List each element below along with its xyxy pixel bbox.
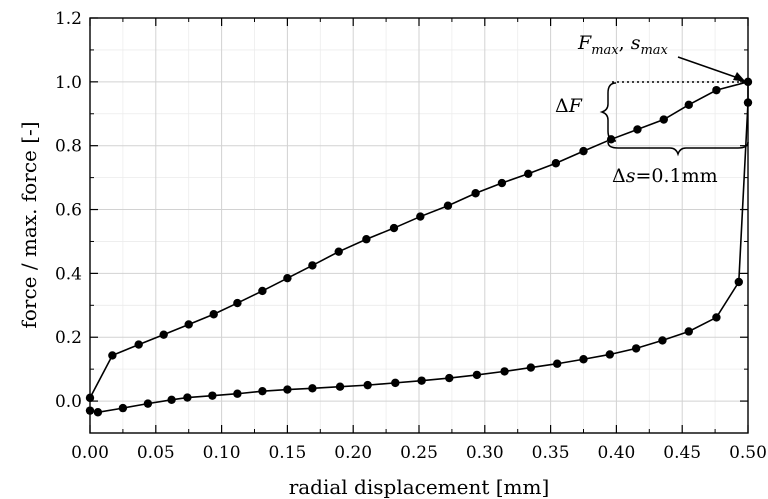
delta-s-symbol: Δ bbox=[612, 165, 626, 187]
data-point bbox=[362, 235, 371, 244]
data-point bbox=[85, 406, 95, 415]
data-point bbox=[659, 115, 668, 124]
data-point bbox=[93, 408, 103, 417]
grid bbox=[89, 17, 749, 434]
data-point bbox=[233, 389, 242, 398]
data-point bbox=[118, 403, 128, 413]
smax-var: s bbox=[631, 32, 641, 54]
data-point bbox=[633, 125, 642, 134]
x-tick-label: 0.15 bbox=[268, 443, 306, 463]
y-tick-label: 0.6 bbox=[55, 201, 82, 221]
data-point bbox=[335, 382, 345, 391]
data-point bbox=[445, 373, 454, 383]
data-point bbox=[184, 320, 193, 329]
data-point bbox=[551, 159, 561, 168]
data-point bbox=[283, 273, 292, 283]
data-point bbox=[743, 77, 753, 87]
y-tick-label: 0.4 bbox=[55, 264, 82, 284]
x-tick-label: 0.05 bbox=[137, 443, 175, 463]
x-tick-label: 0.50 bbox=[729, 443, 767, 463]
data-point bbox=[471, 189, 480, 198]
fmax-arrow bbox=[677, 56, 742, 80]
x-tick-labels: 0.00 0.05 0.10 0.15 0.20 0.25 0.30 0.35 0.40 0.45… bbox=[71, 443, 767, 463]
x-tick-label: 0.25 bbox=[400, 443, 438, 463]
data-point bbox=[684, 100, 693, 110]
fmax-var: F bbox=[577, 32, 592, 54]
data-point bbox=[631, 344, 641, 353]
y-tick-label: 0.2 bbox=[55, 328, 82, 348]
data-point bbox=[552, 359, 562, 368]
delta-f-symbol: Δ bbox=[555, 95, 569, 117]
data-point bbox=[443, 201, 453, 210]
data-point bbox=[308, 261, 317, 270]
data-point bbox=[734, 277, 743, 287]
y-tick-label: 1.2 bbox=[55, 9, 82, 29]
data-point bbox=[579, 355, 588, 364]
data-point bbox=[283, 385, 292, 394]
data-point bbox=[159, 330, 168, 339]
data-point bbox=[233, 298, 242, 308]
data-point bbox=[208, 391, 217, 400]
data-point bbox=[417, 376, 426, 385]
data-point bbox=[183, 393, 192, 402]
smax-sub: max bbox=[640, 43, 668, 58]
x-tick-label: 0.35 bbox=[532, 443, 570, 463]
data-point bbox=[389, 223, 399, 233]
data-point bbox=[605, 350, 615, 359]
delta-s-var: s bbox=[626, 165, 636, 187]
fmax-arrow-head bbox=[733, 72, 746, 82]
annotations: Fmax, smax ΔF Δs=0.1mm bbox=[555, 32, 749, 187]
data-point bbox=[500, 367, 509, 376]
delta-f-label: ΔF bbox=[555, 95, 583, 117]
data-point bbox=[258, 386, 267, 396]
data-point bbox=[524, 169, 533, 178]
data-point bbox=[658, 336, 667, 345]
data-point bbox=[363, 380, 372, 390]
data-point bbox=[416, 212, 425, 221]
data-point bbox=[579, 146, 588, 156]
x-tick-label: 0.40 bbox=[597, 443, 635, 463]
delta-f-var: F bbox=[568, 95, 583, 117]
x-axis-label: radial displacement [mm] bbox=[289, 475, 550, 499]
data-point bbox=[308, 384, 317, 393]
x-tick-label: 0.00 bbox=[71, 443, 109, 463]
data-point bbox=[684, 327, 693, 336]
fmax-sep: , bbox=[619, 32, 631, 54]
y-axis-label: force / max. force [-] bbox=[17, 121, 41, 328]
data-point bbox=[143, 399, 153, 408]
data-point bbox=[209, 310, 218, 319]
y-tick-label: 1.0 bbox=[55, 73, 82, 93]
delta-s-value: =0.1mm bbox=[636, 165, 718, 187]
fmax-smax-label: Fmax, smax bbox=[577, 32, 669, 58]
x-tick-label: 0.45 bbox=[663, 443, 701, 463]
data-point bbox=[108, 351, 117, 360]
data-point bbox=[526, 363, 536, 372]
delta-f-brace bbox=[599, 82, 617, 142]
data-point bbox=[167, 395, 176, 404]
y-tick-labels: 0.0 0.2 0.4 0.6 0.8 1.0 1.2 bbox=[55, 9, 82, 412]
x-tick-label: 0.20 bbox=[334, 443, 372, 463]
fmax-sub: max bbox=[591, 43, 619, 58]
y-tick-label: 0.0 bbox=[55, 392, 82, 412]
delta-s-label: Δs=0.1mm bbox=[612, 165, 718, 187]
data-point bbox=[712, 313, 721, 322]
data-point bbox=[334, 247, 343, 256]
delta-s-brace bbox=[607, 141, 749, 157]
y-tick-label: 0.8 bbox=[55, 137, 82, 157]
data-point bbox=[712, 85, 721, 95]
x-tick-label: 0.10 bbox=[203, 443, 241, 463]
x-tick-label: 0.30 bbox=[466, 443, 504, 463]
data-point bbox=[134, 340, 143, 349]
data-point bbox=[391, 378, 400, 388]
data-point bbox=[258, 286, 267, 296]
data-point bbox=[85, 393, 95, 403]
data-point bbox=[472, 370, 482, 380]
data-point bbox=[497, 178, 507, 188]
data-point bbox=[743, 98, 753, 107]
axis-ticks bbox=[89, 17, 749, 434]
